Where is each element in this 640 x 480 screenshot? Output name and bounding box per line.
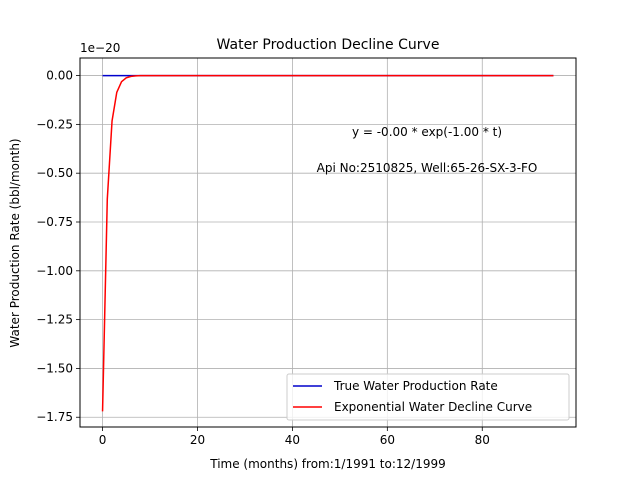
series-line-exponential xyxy=(101,74,554,412)
y-tick-label: −0.50 xyxy=(36,166,73,180)
chart-title: Water Production Decline Curve xyxy=(217,37,440,53)
legend: True Water Production Rate Exponential W… xyxy=(286,373,570,421)
y-tick-label: −0.25 xyxy=(36,117,73,131)
y-tick-label: 0.00 xyxy=(46,69,73,83)
x-tick-label: 60 xyxy=(380,433,395,447)
x-tick-label: 20 xyxy=(190,433,205,447)
plot-lines xyxy=(101,74,554,412)
legend-box xyxy=(286,373,570,421)
y-tick-label: −0.75 xyxy=(36,215,73,229)
x-axis: 0 20 40 60 80 xyxy=(99,427,490,447)
y-axis: 0.00 −0.25 −0.50 −0.75 −1.00 −1.25 −1.50 −1.75 xyxy=(36,69,80,424)
y-tick-label: −1.00 xyxy=(36,264,73,278)
x-tick-label: 80 xyxy=(475,433,490,447)
well-annotation: Api No:2510825, Well:65-26-SX-3-FO xyxy=(317,161,538,175)
y-tick-label: −1.75 xyxy=(36,410,73,424)
x-tick-label: 0 xyxy=(99,433,107,447)
x-tick-label: 40 xyxy=(285,433,300,447)
legend-label-exponential: Exponential Water Decline Curve xyxy=(334,400,532,414)
y-tick-label: −1.50 xyxy=(36,361,73,375)
y-tick-label: −1.25 xyxy=(36,313,73,327)
plot-frame xyxy=(79,57,577,428)
x-axis-label: Time (months) from:1/1991 to:12/1999 xyxy=(209,457,446,471)
legend-label-true: True Water Production Rate xyxy=(333,379,498,393)
y-axis-label: Water Production Rate (bbl/month) xyxy=(8,138,22,347)
equation-annotation: y = -0.00 * exp(-1.00 * t) xyxy=(352,125,502,139)
y-offset-label: 1e−20 xyxy=(80,41,120,55)
grid xyxy=(80,58,576,427)
